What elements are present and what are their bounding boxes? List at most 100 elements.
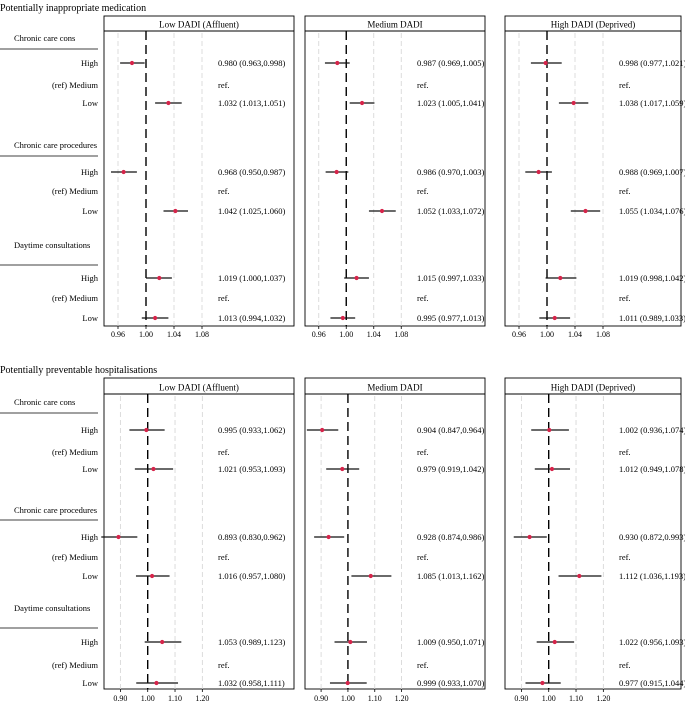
x-tick-label: 0.90 — [514, 694, 528, 703]
estimate-label: 0.930 (0.872,0.993) — [619, 532, 685, 542]
point-estimate — [121, 169, 126, 175]
point-estimate — [129, 60, 135, 66]
point-estimate — [334, 169, 339, 175]
x-tick-label: 1.04 — [167, 330, 181, 339]
estimate-label: 1.015 (0.997,1.033) — [417, 273, 484, 283]
row-label: High — [81, 425, 99, 435]
row-label: Low — [82, 464, 98, 474]
panel-title: Low DADI (Affluent) — [159, 20, 239, 30]
estimate-label: 1.012 (0.949,1.078) — [619, 464, 685, 474]
estimate-label: 0.995 (0.933,1.062) — [218, 425, 285, 435]
point-estimate — [154, 680, 159, 686]
point-estimate — [583, 208, 588, 214]
reference-label: ref. — [218, 293, 230, 303]
reference-label: ref. — [417, 293, 429, 303]
panel-title: Medium DADI — [367, 383, 422, 393]
estimate-label: 0.904 (0.847,0.964) — [417, 425, 484, 435]
reference-label: ref. — [417, 447, 429, 457]
reference-label: ref. — [417, 552, 429, 562]
x-tick-label: 1.08 — [394, 330, 408, 339]
point-estimate — [359, 100, 365, 106]
x-tick-label: 0.90 — [314, 694, 328, 703]
row-label: High — [81, 273, 99, 283]
figure-title: Potentially inappropriate medication — [0, 3, 146, 14]
group-label: Chronic care procedures — [14, 505, 97, 515]
x-tick-label: 1.20 — [395, 694, 409, 703]
row-label: High — [81, 637, 99, 647]
point-estimate — [577, 573, 582, 579]
point-estimate — [326, 534, 331, 540]
panel-frame — [103, 377, 295, 690]
estimate-label: 0.980 (0.963,0.998) — [218, 58, 285, 68]
group-label: Chronic care cons — [14, 33, 75, 43]
estimate-label: 1.002 (0.936,1.074) — [619, 425, 685, 435]
panel-1: Low DADI (Affluent) 0.96 1.00 1.04 1.08 0.980… — [103, 15, 295, 339]
reference-label: ref. — [619, 186, 631, 196]
reference-label: ref. — [619, 447, 631, 457]
x-tick-label: 1.10 — [168, 694, 182, 703]
estimate-label: 1.055 (1.034,1.076) — [619, 206, 685, 216]
estimate-label: 0.928 (0.874,0.986) — [417, 532, 484, 542]
point-estimate — [160, 639, 165, 645]
estimate-label: 1.052 (1.033,1.072) — [417, 206, 484, 216]
x-tick-label: 1.04 — [568, 330, 582, 339]
row-label: Low — [82, 313, 98, 323]
estimate-label: 1.032 (0.958,1.111) — [218, 678, 285, 688]
x-tick-label: 1.08 — [596, 330, 610, 339]
point-estimate — [543, 60, 548, 66]
estimate-label: 0.988 (0.969,1.007) — [619, 167, 685, 177]
estimate-label: 0.893 (0.830,0.962) — [218, 532, 285, 542]
x-tick-label: 1.00 — [339, 330, 353, 339]
estimate-label: 1.021 (0.953,1.093) — [218, 464, 285, 474]
reference-label: ref. — [619, 293, 631, 303]
x-tick-label: 1.00 — [542, 694, 556, 703]
group-label: Chronic care cons — [14, 397, 75, 407]
reference-label: ref. — [218, 80, 230, 90]
point-estimate — [151, 466, 156, 472]
reference-label: ref. — [619, 80, 631, 90]
row-label: (ref) Medium — [52, 186, 98, 196]
estimate-label: 0.977 (0.915,1.044) — [619, 678, 685, 688]
estimate-label: 0.987 (0.969,1.005) — [417, 58, 484, 68]
panel-title: Low DADI (Affluent) — [159, 383, 239, 393]
point-estimate — [558, 275, 563, 281]
point-estimate — [153, 315, 158, 321]
estimate-label: 1.019 (0.998,1.042) — [619, 273, 685, 283]
x-tick-label: 1.20 — [596, 694, 610, 703]
estimate-label: 1.022 (0.956,1.093) — [619, 637, 685, 647]
estimate-label: 1.042 (1.025,1.060) — [218, 206, 285, 216]
estimate-label: 1.011 (0.989,1.033) — [619, 313, 685, 323]
point-estimate — [354, 275, 359, 281]
row-label: Low — [82, 571, 98, 581]
point-estimate — [335, 60, 340, 66]
estimate-label: 0.968 (0.950,0.987) — [218, 167, 285, 177]
estimate-label: 0.995 (0.977,1.013) — [417, 313, 484, 323]
reference-label: ref. — [417, 186, 429, 196]
x-tick-label: 1.00 — [141, 694, 155, 703]
figure-title: Potentially preventable hospitalisations — [0, 365, 157, 376]
point-estimate — [320, 427, 325, 433]
x-tick-label: 0.96 — [111, 330, 125, 339]
reference-label: ref. — [218, 552, 230, 562]
point-estimate — [173, 208, 178, 214]
point-estimate — [340, 466, 345, 472]
point-estimate — [340, 315, 345, 321]
point-estimate — [348, 639, 353, 645]
panel-frame — [504, 15, 682, 327]
point-estimate — [379, 208, 385, 214]
estimate-label: 1.053 (0.989,1.123) — [218, 637, 285, 647]
x-tick-label: 1.10 — [569, 694, 583, 703]
row-label: Low — [82, 98, 98, 108]
point-estimate — [368, 573, 373, 579]
x-tick-label: 0.96 — [312, 330, 326, 339]
reference-label: ref. — [619, 552, 631, 562]
estimate-label: 1.038 (1.017,1.059) — [619, 98, 685, 108]
estimate-label: 0.986 (0.970,1.003) — [417, 167, 484, 177]
row-label: High — [81, 167, 99, 177]
x-tick-label: 1.20 — [195, 694, 209, 703]
point-estimate — [157, 275, 162, 281]
point-estimate — [571, 100, 576, 106]
reference-label: ref. — [417, 660, 429, 670]
